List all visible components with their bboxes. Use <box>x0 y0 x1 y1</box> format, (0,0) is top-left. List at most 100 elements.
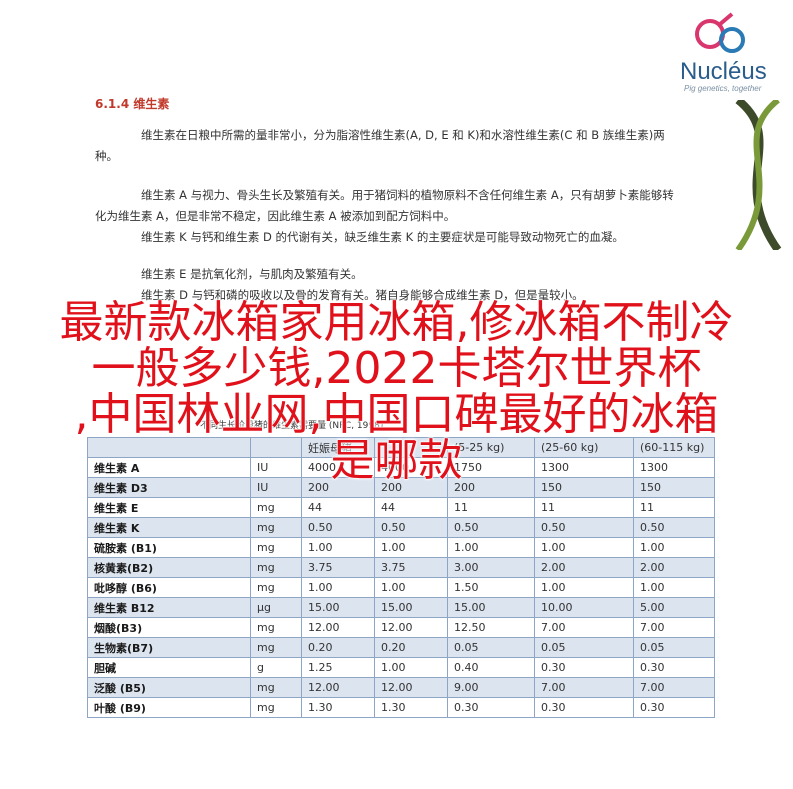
logo-tagline: Pig genetics, together <box>684 84 762 93</box>
cell: 1.00 <box>447 537 535 558</box>
cell: 150 <box>534 477 634 498</box>
cell: 吡哆醇 (B6) <box>87 577 251 598</box>
cell: 7.00 <box>633 677 715 698</box>
cell: mg <box>250 617 302 638</box>
table-caption: 不同生长阶段猪的维生素需要量 (NRC, 1998) <box>200 421 384 431</box>
cell: 12.00 <box>374 617 448 638</box>
cell: 0.50 <box>534 517 634 538</box>
cell: IU <box>250 477 302 498</box>
table-row: 吡哆醇 (B6) mg 1.00 1.00 1.50 1.00 1.00 <box>87 577 715 598</box>
cell: 1.00 <box>374 657 448 678</box>
cell: 0.40 <box>447 657 535 678</box>
cell: 1300 <box>534 457 634 478</box>
header-cell: (60-115 kg) <box>633 437 715 458</box>
cell: 0.05 <box>447 637 535 658</box>
cell: 烟酸(B3) <box>87 617 251 638</box>
cell: 0.30 <box>633 657 715 678</box>
cell: 12.00 <box>301 677 375 698</box>
cell: 泛酸 (B5) <box>87 677 251 698</box>
cell: 7.00 <box>534 617 634 638</box>
cell: 0.05 <box>534 637 634 658</box>
cell: 15.00 <box>447 597 535 618</box>
dna-graphic <box>735 100 782 250</box>
cell: 200 <box>447 477 535 498</box>
cell: 1.00 <box>374 577 448 598</box>
table-row: 叶酸 (B9) mg 1.30 1.30 0.30 0.30 0.30 <box>87 697 715 718</box>
cell: 11 <box>534 497 634 518</box>
cell: 0.05 <box>633 637 715 658</box>
table-row: 生物素(B7) mg 0.20 0.20 0.05 0.05 0.05 <box>87 637 715 658</box>
cell: 12.00 <box>301 617 375 638</box>
cell: 0.20 <box>374 637 448 658</box>
cell: 12.00 <box>374 677 448 698</box>
header-cell <box>374 437 448 458</box>
overlay-line: 是哪款 <box>330 435 463 486</box>
cell: 核黄素(B2) <box>87 557 251 578</box>
paragraph: 维生素 A 与视力、骨头生长及繁殖有关。用于猪饲料的植物原料不含任何维生素 A，… <box>95 188 674 223</box>
cell: 44 <box>374 497 448 518</box>
cell: 1300 <box>633 457 715 478</box>
cell: 0.30 <box>447 697 535 718</box>
cell: 3.00 <box>447 557 535 578</box>
cell: 维生素 E <box>87 497 251 518</box>
cell: 1.00 <box>374 537 448 558</box>
cell: 1.00 <box>301 537 375 558</box>
cell: 1.00 <box>301 577 375 598</box>
cell: mg <box>250 637 302 658</box>
cell: 硫胺素 (B1) <box>87 537 251 558</box>
cell: 维生素 B12 <box>87 597 251 618</box>
cell: 15.00 <box>374 597 448 618</box>
cell: 1.00 <box>633 537 715 558</box>
cell: 5.00 <box>633 597 715 618</box>
cell: 1.50 <box>447 577 535 598</box>
cell: 0.30 <box>534 657 634 678</box>
cell: 15.00 <box>301 597 375 618</box>
overlay-line: 最新款冰箱家用冰箱,修冰箱不制冷 <box>59 297 734 348</box>
heading: 6.1.4 维生素 <box>95 97 170 111</box>
table-row: 核黄素(B2) mg 3.75 3.75 3.00 2.00 2.00 <box>87 557 715 578</box>
logo-icon <box>695 12 745 53</box>
cell: g <box>250 657 302 678</box>
paragraph: 维生素在日粮中所需的量非常小，分为脂溶性维生素(A, D, E 和 K)和水溶性… <box>95 128 665 163</box>
table-row: 维生素 A IU 4000 4000 1750 1300 1300 <box>87 457 715 478</box>
overlay-line: 一般多少钱,2022卡塔尔世界杯 <box>91 343 702 394</box>
header-cell <box>87 437 251 458</box>
table-row: 烟酸(B3) mg 12.00 12.00 12.50 7.00 7.00 <box>87 617 715 638</box>
table-row: 硫胺素 (B1) mg 1.00 1.00 1.00 1.00 1.00 <box>87 537 715 558</box>
cell: 7.00 <box>534 677 634 698</box>
paragraph: 维生素 K 与钙和维生素 D 的代谢有关，缺乏维生素 K 的主要症状是可能导致动… <box>141 230 624 244</box>
header-row: 妊娠母猪 (5-25 kg) (25-60 kg) (60-115 kg) <box>87 437 715 458</box>
cell: mg <box>250 577 302 598</box>
cell: 44 <box>301 497 375 518</box>
cell: 0.30 <box>534 697 634 718</box>
cell: 11 <box>633 497 715 518</box>
cell: 9.00 <box>447 677 535 698</box>
cell: mg <box>250 557 302 578</box>
table-row: 泛酸 (B5) mg 12.00 12.00 9.00 7.00 7.00 <box>87 677 715 698</box>
paragraph: 维生素 D 与钙和磷的吸收以及骨的发育有关。猪自身能够合成维生素 D，但是量较小… <box>141 288 584 302</box>
logo-name: Nucléus <box>680 58 767 85</box>
cell: mg <box>250 677 302 698</box>
table-row: 胆碱 g 1.25 1.00 0.40 0.30 0.30 <box>87 657 715 678</box>
cell: 1.25 <box>301 657 375 678</box>
cell: 3.75 <box>374 557 448 578</box>
cell: 0.50 <box>447 517 535 538</box>
cell: 0.50 <box>301 517 375 538</box>
cell: 叶酸 (B9) <box>87 697 251 718</box>
cell: 1.30 <box>301 697 375 718</box>
paragraph: 维生素 E 是抗氧化剂，与肌肉及繁殖有关。 <box>141 267 363 281</box>
cell: 0.50 <box>374 517 448 538</box>
overlay-line: ,中国林业网,中国口碑最好的冰箱 <box>74 389 719 440</box>
cell: 1.00 <box>633 577 715 598</box>
header-cell: (5-25 kg) <box>447 437 535 458</box>
cell: 3.75 <box>301 557 375 578</box>
cell: 维生素 K <box>87 517 251 538</box>
cell: 1.00 <box>534 577 634 598</box>
cell: 12.50 <box>447 617 535 638</box>
cell: 0.30 <box>633 697 715 718</box>
cell: 胆碱 <box>87 657 251 678</box>
